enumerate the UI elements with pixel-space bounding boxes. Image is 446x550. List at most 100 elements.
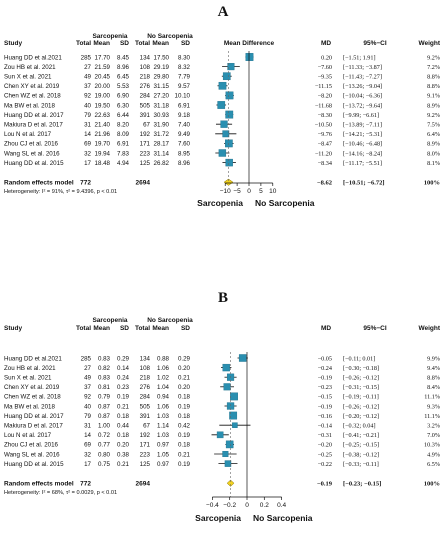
study-md: 0.20: [321, 54, 332, 61]
study-total-no-sarcopenia: 276: [140, 384, 151, 391]
pooled-md: −8.62: [317, 180, 332, 187]
study-mean-sarcopenia: 0.87: [98, 403, 111, 410]
study-sd-sarcopenia: 6.91: [117, 141, 130, 148]
study-mean-sarcopenia: 0.87: [98, 413, 111, 420]
effect-box: [216, 431, 224, 439]
study-sd-no-sarcopenia: 10.10: [175, 93, 191, 100]
study-weight: 7.0%: [427, 432, 440, 439]
study-ci: [−0.11; 0.01]: [343, 355, 375, 362]
study-name: Zhou CJ et al. 2016: [4, 141, 59, 148]
study-mean-sarcopenia: 21.96: [95, 131, 111, 138]
x-tick-label: −5: [233, 188, 241, 195]
panel-label: B: [218, 290, 228, 306]
study-name: Chen WZ et al. 2018: [4, 93, 61, 100]
study-mean-no-sarcopenia: 1.04: [157, 384, 170, 391]
study-weight: 3.2%: [427, 423, 440, 430]
study-weight: 8.8%: [427, 74, 440, 81]
study-total-sarcopenia: 285: [81, 355, 92, 362]
study-sd-sarcopenia: 0.21: [117, 461, 130, 468]
study-sd-no-sarcopenia: 0.19: [178, 432, 191, 439]
study-ci: [−13.89; −7.11]: [343, 122, 382, 129]
study-sd-no-sarcopenia: 0.19: [178, 403, 191, 410]
study-name: Makiura D et al. 2017: [4, 423, 63, 430]
study-mean-sarcopenia: 19.94: [95, 150, 111, 157]
study-total-sarcopenia: 17: [84, 461, 91, 468]
pooled-label: Random effects model: [4, 180, 74, 187]
study-weight: 9.3%: [427, 403, 440, 410]
study-name: Chen XY et al. 2019: [4, 83, 60, 90]
study-md: −8.47: [318, 141, 332, 148]
study-total-sarcopenia: 27: [84, 64, 91, 71]
study-md: −8.30: [318, 112, 332, 119]
study-total-sarcopenia: 92: [84, 93, 91, 100]
study-sd-sarcopenia: 5.53: [117, 83, 130, 90]
header-group-sarcopenia: Sarcopenia: [92, 33, 127, 40]
study-weight: 9.1%: [427, 93, 440, 100]
study-mean-no-sarcopenia: 1.06: [157, 403, 170, 410]
study-mean-sarcopenia: 0.83: [98, 355, 111, 362]
study-ci: [−0.38; −0.12]: [343, 451, 379, 458]
study-mean-no-sarcopenia: 1.03: [157, 432, 170, 439]
study-sd-no-sarcopenia: 0.18: [178, 442, 191, 449]
study-mean-sarcopenia: 0.81: [98, 384, 111, 391]
study-total-no-sarcopenia: 171: [140, 442, 151, 449]
study-sd-sarcopenia: 0.38: [117, 451, 130, 458]
study-sd-no-sarcopenia: 0.21: [178, 375, 191, 382]
study-sd-no-sarcopenia: 8.95: [178, 150, 191, 157]
study-mean-no-sarcopenia: 28.17: [154, 141, 170, 148]
heterogeneity-text: Heterogeneity: I² = 91%, τ² = 9.4396, p …: [4, 189, 117, 195]
study-total-no-sarcopenia: 391: [140, 413, 151, 420]
study-weight: 8.1%: [427, 160, 440, 167]
study-total-no-sarcopenia: 67: [143, 423, 150, 430]
effect-box: [222, 450, 229, 458]
x-tick-label: −10: [220, 188, 231, 195]
study-sd-sarcopenia: 6.90: [117, 93, 130, 100]
study-sd-sarcopenia: 8.45: [117, 54, 130, 61]
header-m2: Mean: [152, 40, 169, 47]
study-total-sarcopenia: 31: [84, 423, 91, 430]
study-mean-no-sarcopenia: 31.72: [154, 131, 170, 138]
study-total-no-sarcopenia: 125: [140, 461, 151, 468]
study-ci: [−0.26; −0.12]: [343, 403, 379, 410]
study-total-no-sarcopenia: 218: [140, 375, 151, 382]
study-weight: 10.3%: [424, 442, 440, 449]
study-mean-no-sarcopenia: 1.03: [157, 413, 170, 420]
study-ci: [−0.31; −0.15]: [343, 384, 379, 391]
panel-label: A: [218, 4, 229, 20]
study-mean-sarcopenia: 0.77: [98, 442, 111, 449]
study-mean-no-sarcopenia: 26.82: [154, 160, 170, 167]
study-total-sarcopenia: 69: [84, 141, 91, 148]
study-sd-no-sarcopenia: 0.20: [178, 384, 191, 391]
effect-box: [245, 53, 254, 61]
study-sd-sarcopenia: 8.09: [117, 131, 130, 138]
study-total-sarcopenia: 32: [84, 451, 91, 458]
study-ci: [−13.26; −9.04]: [343, 83, 382, 90]
study-mean-sarcopenia: 19.70: [95, 141, 111, 148]
study-mean-no-sarcopenia: 0.97: [157, 442, 170, 449]
effect-box: [218, 149, 227, 157]
study-weight: 9.4%: [427, 365, 440, 372]
study-mean-no-sarcopenia: 31.15: [154, 83, 170, 90]
favours-no-sarcopenia: No Sarcopenia: [253, 513, 313, 523]
study-mean-sarcopenia: 18.48: [95, 160, 111, 167]
header-md: MD: [321, 40, 331, 47]
study-name: Sun X et al. 2021: [4, 375, 52, 382]
study-weight: 9.9%: [427, 355, 440, 362]
study-total-sarcopenia: 31: [84, 122, 91, 129]
effect-box: [225, 440, 234, 449]
header-ci: 95%−CI: [363, 40, 386, 47]
effect-box: [225, 158, 233, 167]
study-sd-no-sarcopenia: 0.21: [178, 451, 191, 458]
study-total-sarcopenia: 40: [84, 403, 91, 410]
effect-box: [223, 383, 231, 391]
study-md: −0.19: [318, 375, 332, 382]
study-sd-no-sarcopenia: 0.18: [178, 413, 191, 420]
study-total-no-sarcopenia: 505: [140, 102, 151, 109]
study-sd-no-sarcopenia: 7.79: [178, 74, 191, 81]
study-total-no-sarcopenia: 108: [140, 64, 151, 71]
study-ci: [−0.20; −0.12]: [343, 413, 379, 420]
study-mean-no-sarcopenia: 17.50: [154, 54, 170, 61]
header-study: Study: [4, 325, 22, 332]
study-mean-sarcopenia: 22.63: [95, 112, 111, 119]
header-ci: 95%−CI: [363, 325, 386, 332]
